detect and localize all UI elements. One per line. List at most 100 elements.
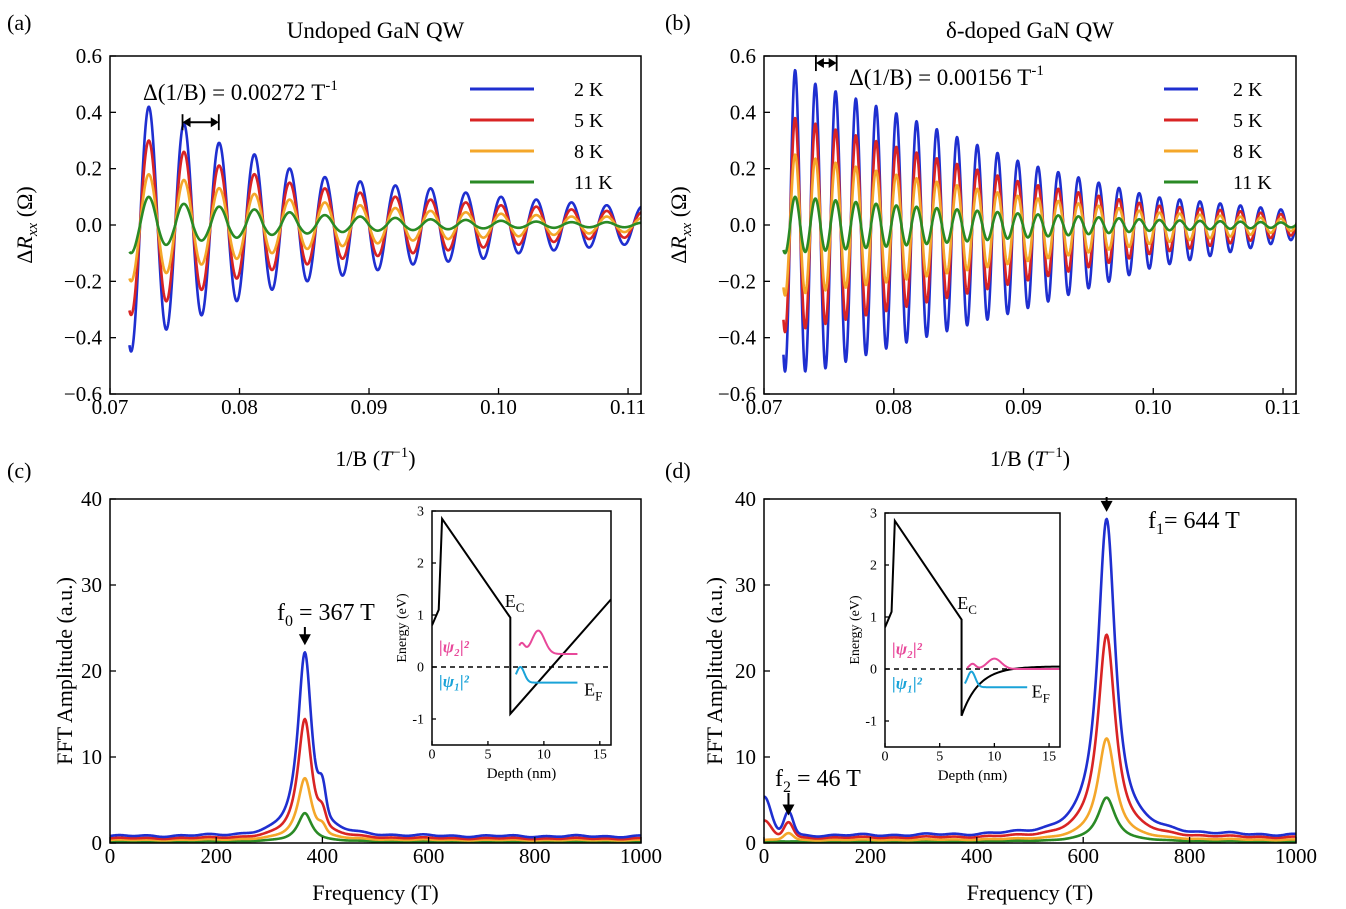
y-tick-label: 30 bbox=[81, 573, 102, 597]
period-arrow-head-left bbox=[182, 117, 191, 128]
y-tick-label: 0 bbox=[417, 661, 424, 676]
x-tick-label: 0.09 bbox=[351, 395, 388, 419]
y-tick-label: 0.2 bbox=[76, 157, 102, 181]
peak-annotation: f0 = 367 T bbox=[277, 600, 375, 630]
x-tick-label: 600 bbox=[413, 844, 445, 868]
y-tick-label: -1 bbox=[412, 713, 424, 728]
y-axis-label: ΔRxx (Ω) bbox=[666, 186, 695, 263]
x-tick-label: 0.10 bbox=[1135, 395, 1172, 419]
psi2-label: |ψ₂|² bbox=[439, 637, 470, 656]
psi1-label: |ψ₁|² bbox=[439, 672, 470, 691]
x-axis-label: Frequency (T) bbox=[967, 880, 1093, 905]
inset-band-diagram: 0 5 10 15 -1 0 1 2 3 Depth (nm) Energy (eV) EC EF |ψ₂… bbox=[848, 507, 1066, 784]
y-tick-label: 10 bbox=[81, 745, 102, 769]
series-line-2k bbox=[764, 517, 1296, 838]
legend-label: 8 K bbox=[574, 141, 604, 163]
panel-a: (a) Undoped GaN QW 0.07 0.08 0.09 0.10 0.11 −0.… bbox=[7, 10, 646, 471]
psi2-label: |ψ₂|² bbox=[892, 639, 923, 658]
y-tick-label: −0.2 bbox=[64, 269, 102, 293]
series-line-5k bbox=[764, 633, 1296, 840]
x-tick-label: 0.07 bbox=[92, 395, 129, 419]
inset-y-axis-label: Energy (eV) bbox=[848, 595, 863, 665]
inset-curves bbox=[885, 517, 1060, 717]
series-line-2k bbox=[110, 651, 641, 839]
peak-arrow-head bbox=[1100, 500, 1113, 512]
x-tick-label: 0 bbox=[882, 749, 889, 764]
x-tick-label: 800 bbox=[1174, 844, 1206, 868]
x-tick-label: 600 bbox=[1067, 844, 1099, 868]
y-tick-label: 20 bbox=[81, 659, 102, 683]
psi1-wavefunction bbox=[514, 665, 578, 684]
y-axis-label: ΔRxx (Ω) bbox=[12, 186, 41, 263]
x-tick-label: 0.08 bbox=[875, 395, 912, 419]
inset-curves bbox=[432, 515, 611, 717]
psi2-wavefunction bbox=[966, 657, 1060, 670]
x-tick-label: 0.08 bbox=[221, 395, 258, 419]
period-arrow-head-right bbox=[828, 58, 837, 69]
series-line-11k bbox=[128, 195, 641, 255]
panel-label: (a) bbox=[7, 10, 31, 35]
peak-arrow-head bbox=[782, 804, 795, 816]
period-annotation: Δ(1/B) = 0.00272 T-1 bbox=[143, 78, 338, 105]
legend-label: 2 K bbox=[1233, 79, 1263, 101]
x-tick-label: 200 bbox=[200, 844, 232, 868]
y-tick-label: 0.4 bbox=[76, 100, 103, 124]
series-group bbox=[782, 68, 1296, 373]
series-group bbox=[764, 517, 1296, 843]
y-tick-label: 3 bbox=[870, 507, 877, 522]
panel-label: (d) bbox=[665, 458, 691, 483]
plot-frame bbox=[884, 512, 1061, 748]
x-tick-label: 1000 bbox=[1275, 844, 1317, 868]
y-tick-label: 0.2 bbox=[730, 157, 756, 181]
x-tick-label: 0.11 bbox=[1265, 395, 1301, 419]
x-tick-label: 10 bbox=[537, 747, 551, 762]
plot-frame bbox=[431, 510, 612, 746]
legend-label: 5 K bbox=[1233, 110, 1263, 132]
ef-label: EF bbox=[1032, 682, 1050, 706]
x-tick-label: 200 bbox=[855, 844, 887, 868]
x-tick-label: 10 bbox=[987, 749, 1001, 764]
y-tick-label: 0 bbox=[746, 831, 757, 855]
y-tick-label: 10 bbox=[735, 745, 756, 769]
y-tick-label: 1 bbox=[417, 609, 424, 624]
y-axis-label: FFT Amplitude (a.u.) bbox=[52, 577, 77, 765]
ec-label: EC bbox=[505, 591, 525, 615]
legend-label: 2 K bbox=[574, 79, 604, 101]
x-tick-label: 0 bbox=[429, 747, 436, 762]
y-tick-label: 30 bbox=[735, 573, 756, 597]
y-tick-label: 40 bbox=[81, 487, 102, 511]
panel-label: (c) bbox=[7, 458, 31, 483]
y-tick-label: −0.4 bbox=[718, 326, 757, 350]
x-tick-label: 800 bbox=[519, 844, 551, 868]
inset-y-axis-label: Energy (eV) bbox=[395, 593, 410, 663]
x-tick-label: 400 bbox=[307, 844, 339, 868]
x-tick-label: 15 bbox=[1042, 749, 1056, 764]
y-tick-label: 0.6 bbox=[730, 44, 756, 68]
psi1-wavefunction bbox=[963, 670, 1028, 689]
x-tick-label: 0 bbox=[759, 844, 770, 868]
psi1-label: |ψ₁|² bbox=[892, 674, 923, 693]
legend-label: 11 K bbox=[1233, 172, 1272, 194]
panel-b: (b) δ-doped GaN QW 0.07 0.08 0.09 0.10 0.11 −0.… bbox=[665, 10, 1301, 471]
inset-band-diagram: 0 5 10 15 -1 0 1 2 3 Depth (nm) Energy (eV) EC EF |ψ₂… bbox=[395, 505, 617, 782]
x-tick-label: 1000 bbox=[620, 844, 662, 868]
y-tick-label: 0.0 bbox=[730, 213, 756, 237]
inset-x-axis-label: Depth (nm) bbox=[487, 766, 557, 782]
series-group bbox=[128, 105, 641, 353]
x-tick-label: 0.09 bbox=[1005, 395, 1042, 419]
conduction-band-edge bbox=[885, 517, 1060, 717]
y-tick-label: −0.6 bbox=[64, 382, 102, 406]
series-line-8k bbox=[764, 737, 1296, 842]
peak-annotation: f1= 644 T bbox=[1148, 508, 1240, 538]
x-tick-label: 5 bbox=[484, 747, 491, 762]
x-tick-label: 400 bbox=[961, 844, 993, 868]
y-tick-label: 1 bbox=[870, 611, 877, 626]
inset-background bbox=[881, 509, 1066, 783]
x-axis-label: 1/B (T−1) bbox=[335, 445, 415, 471]
x-axis-label: Frequency (T) bbox=[312, 880, 438, 905]
period-arrow-head-left bbox=[815, 58, 824, 69]
ec-label: EC bbox=[957, 593, 977, 617]
y-tick-label: 40 bbox=[735, 487, 756, 511]
y-tick-label: 0.4 bbox=[730, 100, 757, 124]
